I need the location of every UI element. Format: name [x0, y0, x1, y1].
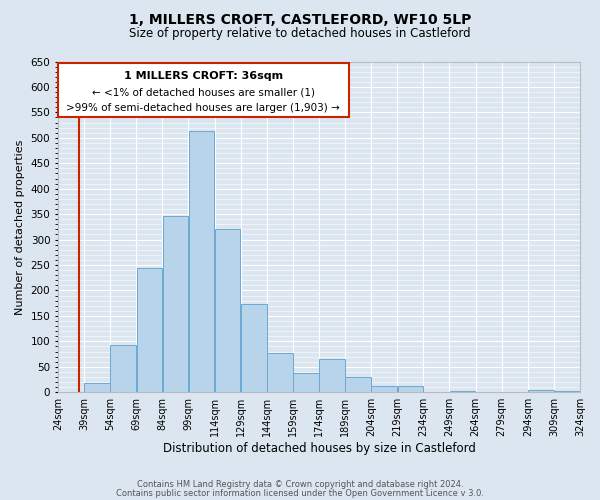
Bar [398, 386, 423, 392]
Bar [293, 373, 319, 392]
Bar [450, 390, 475, 392]
Bar [163, 216, 188, 392]
Text: ← <1% of detached houses are smaller (1): ← <1% of detached houses are smaller (1) [92, 88, 315, 98]
Bar [189, 131, 214, 392]
Bar [319, 359, 345, 392]
Bar [137, 268, 162, 392]
Bar [554, 390, 580, 392]
Bar [346, 377, 371, 392]
Bar [528, 390, 554, 392]
Text: 1 MILLERS CROFT: 36sqm: 1 MILLERS CROFT: 36sqm [124, 72, 283, 82]
Text: 1, MILLERS CROFT, CASTLEFORD, WF10 5LP: 1, MILLERS CROFT, CASTLEFORD, WF10 5LP [129, 12, 471, 26]
Text: Contains HM Land Registry data © Crown copyright and database right 2024.: Contains HM Land Registry data © Crown c… [137, 480, 463, 489]
Bar [241, 304, 266, 392]
Text: >99% of semi-detached houses are larger (1,903) →: >99% of semi-detached houses are larger … [67, 102, 340, 113]
Bar [371, 386, 397, 392]
FancyBboxPatch shape [58, 62, 349, 118]
X-axis label: Distribution of detached houses by size in Castleford: Distribution of detached houses by size … [163, 442, 475, 455]
Bar [267, 352, 293, 392]
Text: Contains public sector information licensed under the Open Government Licence v : Contains public sector information licen… [116, 488, 484, 498]
Bar [110, 345, 136, 392]
Text: Size of property relative to detached houses in Castleford: Size of property relative to detached ho… [129, 28, 471, 40]
Bar [215, 230, 241, 392]
Y-axis label: Number of detached properties: Number of detached properties [15, 139, 25, 314]
Bar [85, 383, 110, 392]
